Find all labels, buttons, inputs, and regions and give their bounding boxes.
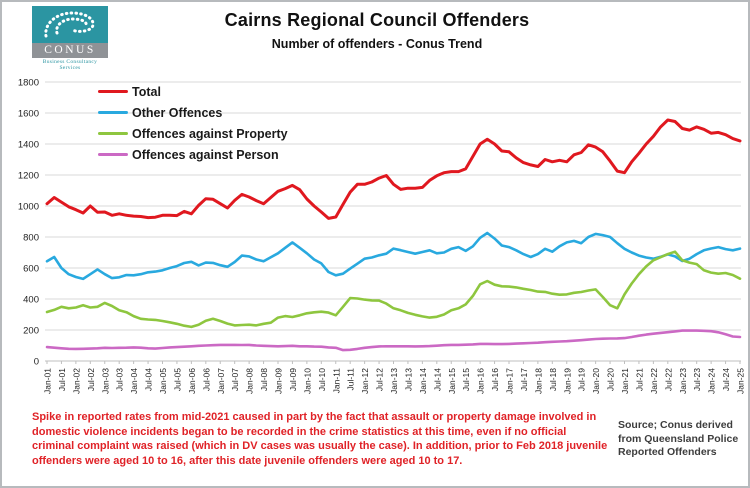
y-tick-label: 600: [23, 264, 39, 275]
x-tick-label: Jul-21: [634, 368, 644, 391]
x-tick-label: Jul-03: [115, 368, 125, 391]
conus-logo: CONUS Business Consultancy Services: [32, 6, 108, 71]
legend-item: Offences against Person: [98, 144, 288, 165]
y-tick-label: 1600: [18, 109, 39, 120]
x-tick-label: Jul-04: [144, 368, 154, 391]
x-tick-label: Jul-11: [346, 368, 356, 391]
x-tick-label: Jan-13: [389, 368, 399, 394]
x-tick-label: Jul-20: [606, 368, 616, 391]
x-tick-label: Jul-07: [230, 368, 240, 391]
x-tick-label: Jan-05: [158, 368, 168, 394]
x-tick-label: Jan-03: [100, 368, 110, 394]
y-tick-label: 1000: [18, 202, 39, 213]
x-tick-label: Jul-10: [317, 368, 327, 391]
x-tick-label: Jan-07: [216, 368, 226, 394]
legend-item: Total: [98, 81, 288, 102]
x-tick-label: Jul-06: [201, 368, 211, 391]
x-tick-label: Jul-17: [519, 368, 529, 391]
x-tick-label: Jul-15: [461, 368, 471, 391]
x-tick-label: Jan-04: [129, 368, 139, 394]
x-tick-label: Jul-18: [548, 368, 558, 391]
footnote-text: Spike in reported rates from mid-2021 ca…: [32, 411, 608, 467]
y-tick-label: 1800: [18, 78, 39, 89]
x-tick-label: Jul-01: [57, 368, 67, 391]
chart-header: Cairns Regional Council Offenders Number…: [2, 10, 750, 51]
legend-label: Other Offences: [132, 105, 223, 120]
y-tick-label: 0: [34, 357, 39, 368]
x-tick-label: Jan-20: [591, 368, 601, 394]
legend-swatch: [98, 110, 128, 115]
x-tick-label: Jul-12: [375, 368, 385, 391]
series-line-other-offences: [45, 231, 742, 281]
legend-label: Offences against Property: [132, 126, 288, 141]
legend-item: Offences against Property: [98, 123, 288, 144]
legend-label: Offences against Person: [132, 147, 279, 162]
x-tick-label: Jan-02: [71, 368, 81, 394]
legend: Total Other Offences Offences against Prop…: [98, 81, 288, 165]
legend-swatch: [98, 131, 128, 136]
series-line-total: [45, 118, 742, 220]
x-tick-label: Jul-23: [692, 368, 702, 391]
x-tick-label: Jul-02: [86, 368, 96, 391]
x-tick-label: Jan-19: [562, 368, 572, 394]
x-tick-label: Jul-16: [490, 368, 500, 391]
x-tick-label: Jul-13: [403, 368, 413, 391]
legend-label: Total: [132, 84, 161, 99]
logo-brand: CONUS: [32, 43, 108, 58]
legend-item: Other Offences: [98, 102, 288, 123]
x-tick-label: Jan-08: [245, 368, 255, 394]
x-tick-label: Jan-16: [476, 368, 486, 394]
y-tick-label: 1200: [18, 171, 39, 182]
chart-canvas: 0 200 400 600 800 1000 1200 1400 1600 1800 Jan-01 J…: [18, 78, 746, 395]
logo-tagline: Business Consultancy Services: [42, 59, 98, 71]
x-tick-label: Jan-24: [707, 368, 717, 394]
series-line-offences-against-person: [45, 329, 742, 352]
page-title: Cairns Regional Council Offenders: [224, 10, 530, 30]
x-tick-label: Jan-06: [187, 368, 197, 394]
x-tick-label: Jul-09: [288, 368, 298, 391]
x-tick-label: Jan-01: [43, 368, 53, 394]
x-tick-label: Jan-22: [649, 368, 659, 394]
legend-swatch: [98, 89, 128, 94]
x-tick-label: Jan-17: [505, 368, 515, 394]
x-tick-label: Jan-25: [736, 368, 746, 394]
y-tick-label: 400: [23, 295, 39, 306]
series-line-offences-against-property: [45, 250, 742, 329]
logo-swirl-icon: [44, 11, 95, 38]
x-tick-label: Jan-21: [620, 368, 630, 394]
logo-square: CONUS: [32, 6, 108, 58]
x-tick-label: Jan-11: [331, 368, 341, 394]
x-tick-label: Jan-18: [533, 368, 543, 394]
page-subtitle: Number of offenders - Conus Trend: [271, 37, 483, 51]
x-tick-label: Jul-19: [577, 368, 587, 391]
x-tick-label: Jan-14: [418, 368, 428, 394]
source-text: Source; Conus derived from Queensland Po…: [618, 419, 739, 459]
x-tick-label: Jul-08: [259, 368, 269, 391]
x-tick-label: Jul-14: [432, 368, 442, 391]
x-tick-label: Jan-09: [274, 368, 284, 394]
x-tick-label: Jul-24: [721, 368, 731, 391]
y-tick-label: 1400: [18, 140, 39, 151]
x-tick-label: Jan-10: [302, 368, 312, 394]
x-tick-label: Jul-22: [663, 368, 673, 391]
x-tick-label: Jan-15: [447, 368, 457, 394]
x-tick-label: Jan-23: [678, 368, 688, 394]
y-tick-label: 200: [23, 326, 39, 337]
x-tick-label: Jan-12: [360, 368, 370, 394]
x-tick-label: Jul-05: [172, 368, 182, 391]
legend-swatch: [98, 152, 128, 157]
y-tick-label: 800: [23, 233, 39, 244]
